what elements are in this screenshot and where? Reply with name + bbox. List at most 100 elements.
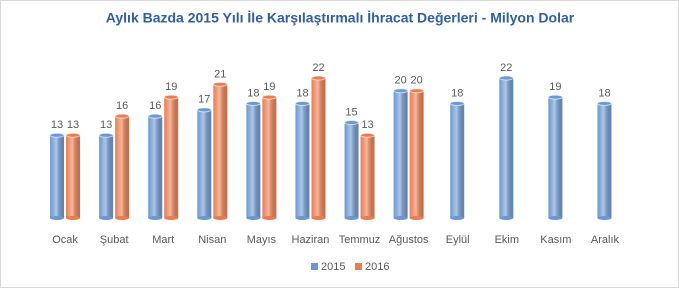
bar-shine: [50, 135, 65, 218]
bar-shine: [66, 135, 81, 218]
value-label: 19: [549, 81, 561, 93]
bar-base: [450, 216, 465, 220]
bar-shine: [246, 103, 261, 218]
bar-base: [262, 216, 277, 220]
bar-base: [499, 216, 514, 220]
bar-base: [295, 216, 310, 220]
value-label: 13: [100, 119, 112, 131]
bar-cap: [449, 100, 465, 106]
bar-shine: [344, 122, 359, 218]
bar-base: [99, 216, 114, 220]
bar-shine: [450, 103, 465, 218]
bar-cap: [261, 94, 277, 100]
value-label: 16: [116, 100, 128, 112]
bar-shine: [262, 97, 277, 218]
x-tick-label: Haziran: [292, 234, 330, 246]
bar-cap: [294, 100, 310, 106]
x-tick-label: Eylül: [446, 234, 470, 246]
bar-cap: [596, 100, 612, 106]
value-label: 16: [149, 100, 161, 112]
value-label: 19: [263, 81, 275, 93]
x-tick-label: Nisan: [198, 234, 226, 246]
bar-shine: [311, 78, 326, 218]
legend-swatch: [355, 263, 362, 270]
bar-shine: [197, 109, 212, 218]
bar-cap: [360, 132, 376, 138]
value-label: 13: [361, 119, 373, 131]
value-label: 21: [214, 68, 226, 80]
bar-cap: [245, 100, 261, 106]
value-label: 17: [198, 94, 210, 106]
bar-base: [548, 216, 563, 220]
bar-shine: [360, 135, 375, 218]
chart-title: Aylık Bazda 2015 Yılı İle Karşılaştırmal…: [106, 10, 575, 26]
bar-shine: [213, 84, 228, 218]
bar-base: [115, 216, 130, 220]
bar-shine: [295, 103, 310, 218]
x-tick-label: Temmuz: [339, 234, 381, 246]
bar-shine: [115, 116, 130, 218]
bar-cap: [147, 113, 163, 119]
bar-base: [246, 216, 261, 220]
x-tick-label: Şubat: [100, 234, 129, 246]
bar-cap: [49, 132, 65, 138]
legend-label: 2015: [321, 261, 345, 273]
bar-cap: [98, 132, 114, 138]
x-tick-label: Aralık: [591, 234, 620, 246]
bar-base: [409, 216, 424, 220]
bar-cap: [114, 113, 130, 119]
bar-shine: [597, 103, 612, 218]
legend-label: 2016: [365, 261, 389, 273]
bar-base: [50, 216, 65, 220]
value-label: 18: [598, 87, 610, 99]
bar-shine: [393, 90, 408, 218]
bar-cap: [196, 107, 212, 113]
bar-cap: [163, 94, 179, 100]
bar-base: [213, 216, 228, 220]
bar-cap: [212, 81, 228, 87]
bar-shine: [164, 97, 179, 218]
x-tick-label: Ocak: [52, 234, 78, 246]
value-label: 15: [345, 106, 357, 118]
bar-base: [148, 216, 163, 220]
bar-shine: [409, 90, 424, 218]
value-label: 20: [411, 75, 423, 87]
bar-shine: [148, 116, 163, 218]
bar-shine: [99, 135, 114, 218]
bar-cap: [310, 75, 326, 81]
bar-base: [66, 216, 81, 220]
value-label: 22: [312, 62, 324, 74]
value-label: 18: [247, 87, 259, 99]
bar-base: [164, 216, 179, 220]
x-tick-label: Ağustos: [389, 234, 429, 246]
bar-cap: [393, 88, 409, 94]
bar-base: [311, 216, 326, 220]
x-tick-label: Kasım: [540, 234, 571, 246]
x-tick-label: Mayıs: [247, 234, 277, 246]
x-tick-label: Mart: [152, 234, 174, 246]
bar-shine: [548, 97, 563, 218]
bar-base: [597, 216, 612, 220]
bar-base: [197, 216, 212, 220]
x-tick-label: Ekim: [495, 234, 519, 246]
value-label: 19: [165, 81, 177, 93]
legend-swatch: [311, 263, 318, 270]
bar-base: [393, 216, 408, 220]
value-label: 18: [451, 87, 463, 99]
bar-shine: [499, 78, 514, 218]
bar-cap: [409, 88, 425, 94]
value-label: 13: [67, 119, 79, 131]
value-label: 22: [500, 62, 512, 74]
bar-cap: [498, 75, 514, 81]
value-label: 13: [51, 119, 63, 131]
bar-base: [344, 216, 359, 220]
bar-cap: [344, 120, 360, 126]
bar-cap: [65, 132, 81, 138]
bar-cap: [547, 94, 563, 100]
value-label: 18: [296, 87, 308, 99]
value-label: 20: [395, 75, 407, 87]
bar-base: [360, 216, 375, 220]
